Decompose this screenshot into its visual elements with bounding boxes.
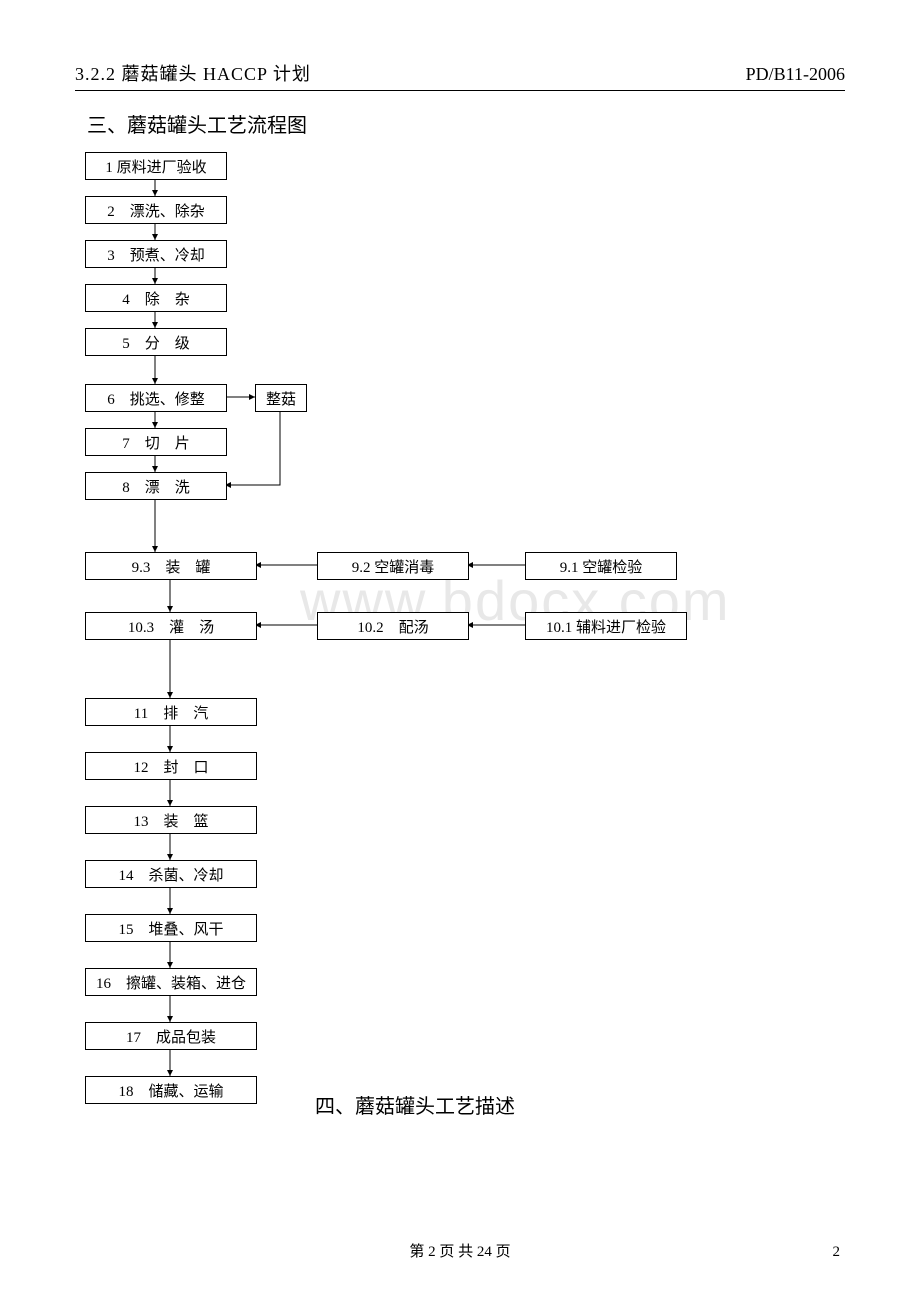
flow-node-n13: 13 装 篮	[85, 806, 257, 834]
flow-node-n7: 7 切 片	[85, 428, 227, 456]
flow-node-n103: 10.3 灌 汤	[85, 612, 257, 640]
header-left-text: 3.2.2 蘑菇罐头 HACCP 计划	[75, 60, 311, 86]
footer-center: 第 2 页 共 24 页	[0, 1240, 920, 1261]
flow-node-n8: 8 漂 洗	[85, 472, 227, 500]
flow-node-n2: 2 漂洗、除杂	[85, 196, 227, 224]
flow-node-zg: 整菇	[255, 384, 307, 412]
page-header: 3.2.2 蘑菇罐头 HACCP 计划 PD/B11-2006	[75, 60, 845, 91]
flow-node-n92: 9.2 空罐消毒	[317, 552, 469, 580]
flow-node-n3: 3 预煮、冷却	[85, 240, 227, 268]
flow-node-n17: 17 成品包装	[85, 1022, 257, 1050]
flow-node-n5: 5 分 级	[85, 328, 227, 356]
flow-node-n93: 9.3 装 罐	[85, 552, 257, 580]
section-4-title: 四、蘑菇罐头工艺描述	[315, 1090, 515, 1119]
flow-node-n18: 18 储藏、运输	[85, 1076, 257, 1104]
footer-page-number: 2	[833, 1244, 841, 1261]
flow-node-n102: 10.2 配汤	[317, 612, 469, 640]
flow-node-n16: 16 擦罐、装箱、进仓	[85, 968, 257, 996]
section-3-title: 三、蘑菇罐头工艺流程图	[87, 109, 845, 138]
flow-node-n4: 4 除 杂	[85, 284, 227, 312]
flow-node-n12: 12 封 口	[85, 752, 257, 780]
flow-node-n14: 14 杀菌、冷却	[85, 860, 257, 888]
flow-node-n101: 10.1 辅料进厂检验	[525, 612, 687, 640]
header-right-text: PD/B11-2006	[746, 64, 845, 85]
flow-node-n11: 11 排 汽	[85, 698, 257, 726]
page: 3.2.2 蘑菇罐头 HACCP 计划 PD/B11-2006 三、蘑菇罐头工艺…	[0, 0, 920, 1301]
flow-node-n91: 9.1 空罐检验	[525, 552, 677, 580]
flow-node-n6: 6 挑选、修整	[85, 384, 227, 412]
flowchart: www.bdocx.com 1 原料进厂验收2 漂洗、除杂3 预煮、冷却4 除 …	[75, 152, 845, 1172]
flow-node-n15: 15 堆叠、风干	[85, 914, 257, 942]
flow-node-n1: 1 原料进厂验收	[85, 152, 227, 180]
